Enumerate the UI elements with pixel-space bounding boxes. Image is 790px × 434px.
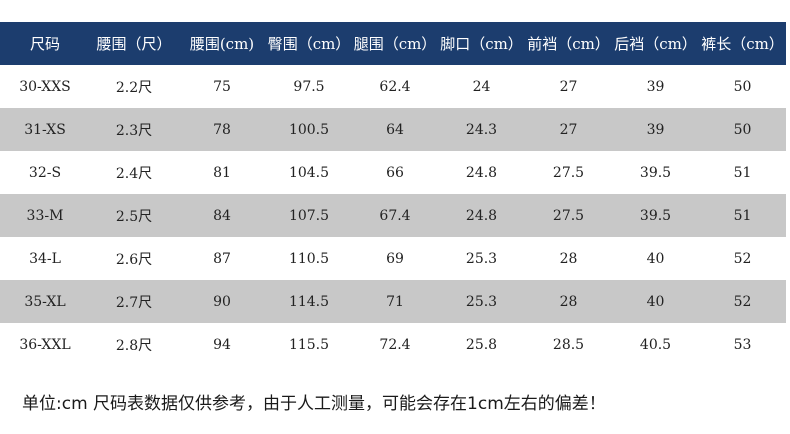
table-cell: 2.6尺 xyxy=(115,251,153,268)
table-cell: 107.5 xyxy=(266,194,352,237)
table-cell: 36-XXL xyxy=(19,336,71,353)
table-cell: 51 xyxy=(733,164,752,181)
table-cell: 75 xyxy=(213,78,231,95)
table-cell: 100.5 xyxy=(266,108,352,151)
table-cell: 40 xyxy=(612,280,699,323)
table-cell: 24.8 xyxy=(438,194,525,237)
header-back-rise-cm: 后裆（cm） xyxy=(612,22,699,65)
table-cell: 87 xyxy=(213,250,231,267)
table-cell: 78 xyxy=(178,108,266,151)
table-cell: 28 xyxy=(525,280,612,323)
table-cell: 2.5尺 xyxy=(90,194,178,237)
table-cell: 24.3 xyxy=(438,108,525,151)
table-cell: 27.5 xyxy=(525,194,612,237)
table-row: 35-XL 2.7尺 90 114.5 71 25.3 28 40 52 xyxy=(0,280,786,323)
table-cell: 67.4 xyxy=(352,194,438,237)
table-cell: 71 xyxy=(352,280,438,323)
table-row: 30-XXS 2.2尺 75 97.5 62.4 24 27 39 50 xyxy=(0,65,786,108)
header-size: 尺码 xyxy=(0,22,90,65)
table-cell: 40.5 xyxy=(639,336,672,353)
table-cell: 24 xyxy=(472,78,491,95)
header-length-cm: 裤长（cm） xyxy=(699,22,786,65)
table-cell: 25.3 xyxy=(438,280,525,323)
table-cell: 31-XS xyxy=(0,108,90,151)
header-front-rise-cm: 前裆（cm） xyxy=(525,22,612,65)
table-cell: 30-XXS xyxy=(19,78,71,95)
table-cell: 66 xyxy=(386,164,404,181)
table-cell: 39.5 xyxy=(639,164,672,181)
table-cell: 27 xyxy=(525,108,612,151)
table-cell: 2.8尺 xyxy=(115,337,153,354)
table-cell: 27.5 xyxy=(552,164,585,181)
table-row: 31-XS 2.3尺 78 100.5 64 24.3 27 39 50 xyxy=(0,108,786,151)
table-cell: 35-XL xyxy=(0,280,90,323)
header-thigh-cm: 腿围（cm） xyxy=(352,22,438,65)
table-row: 33-M 2.5尺 84 107.5 67.4 24.8 27.5 39.5 5… xyxy=(0,194,786,237)
table-cell: 28 xyxy=(559,250,578,267)
table-cell: 32-S xyxy=(28,164,62,181)
table-cell: 2.2尺 xyxy=(115,79,153,96)
table-cell: 40 xyxy=(646,250,665,267)
measurement-note: 单位:cm 尺码表数据仅供参考，由于人工测量，可能会存在1cm左右的偏差！ xyxy=(22,394,606,414)
table-cell: 39.5 xyxy=(612,194,699,237)
table-cell: 52 xyxy=(733,250,752,267)
table-cell: 25.3 xyxy=(465,250,498,267)
table-cell: 28.5 xyxy=(552,336,585,353)
table-cell: 34-L xyxy=(29,250,61,267)
table-cell: 84 xyxy=(178,194,266,237)
table-cell: 69 xyxy=(386,250,404,267)
table-cell: 2.4尺 xyxy=(115,165,153,182)
table-cell: 25.8 xyxy=(465,336,498,353)
table-cell: 51 xyxy=(699,194,786,237)
table-row: 32-S 2.4尺 81 104.5 66 24.8 27.5 39.5 51 xyxy=(0,151,786,194)
table-cell: 33-M xyxy=(0,194,90,237)
table-cell: 104.5 xyxy=(288,164,330,181)
table-cell: 115.5 xyxy=(288,336,330,353)
table-cell: 64 xyxy=(352,108,438,151)
header-hip-cm: 臀围（cm） xyxy=(266,22,352,65)
table-cell: 110.5 xyxy=(288,250,330,267)
table-row: 34-L 2.6尺 87 110.5 69 25.3 28 40 52 xyxy=(0,237,786,280)
table-row: 36-XXL 2.8尺 94 115.5 72.4 25.8 28.5 40.5… xyxy=(0,323,786,366)
table-cell: 114.5 xyxy=(266,280,352,323)
table-cell: 24.8 xyxy=(465,164,498,181)
table-header-row: 尺码 腰围（尺） 腰围(cm) 臀围（cm） 腿围（cm） 脚口（cm） 前裆（… xyxy=(0,22,786,65)
header-waist-chi: 腰围（尺） xyxy=(90,22,178,65)
table-cell: 72.4 xyxy=(379,336,411,353)
table-cell: 97.5 xyxy=(293,78,325,95)
table-cell: 39 xyxy=(646,78,665,95)
table-cell: 81 xyxy=(213,164,231,181)
table-cell: 27 xyxy=(559,78,578,95)
header-waist-cm: 腰围(cm) xyxy=(178,22,266,65)
table-cell: 39 xyxy=(612,108,699,151)
table-cell: 94 xyxy=(213,336,231,353)
table-cell: 62.4 xyxy=(379,78,411,95)
table-cell: 2.7尺 xyxy=(90,280,178,323)
table-cell: 2.3尺 xyxy=(90,108,178,151)
table-cell: 50 xyxy=(699,108,786,151)
size-chart-table: 尺码 腰围（尺） 腰围(cm) 臀围（cm） 腿围（cm） 脚口（cm） 前裆（… xyxy=(0,22,786,366)
header-hem-cm: 脚口（cm） xyxy=(438,22,525,65)
table-cell: 53 xyxy=(733,336,752,353)
table-cell: 52 xyxy=(699,280,786,323)
table-cell: 50 xyxy=(733,78,752,95)
table-cell: 90 xyxy=(178,280,266,323)
